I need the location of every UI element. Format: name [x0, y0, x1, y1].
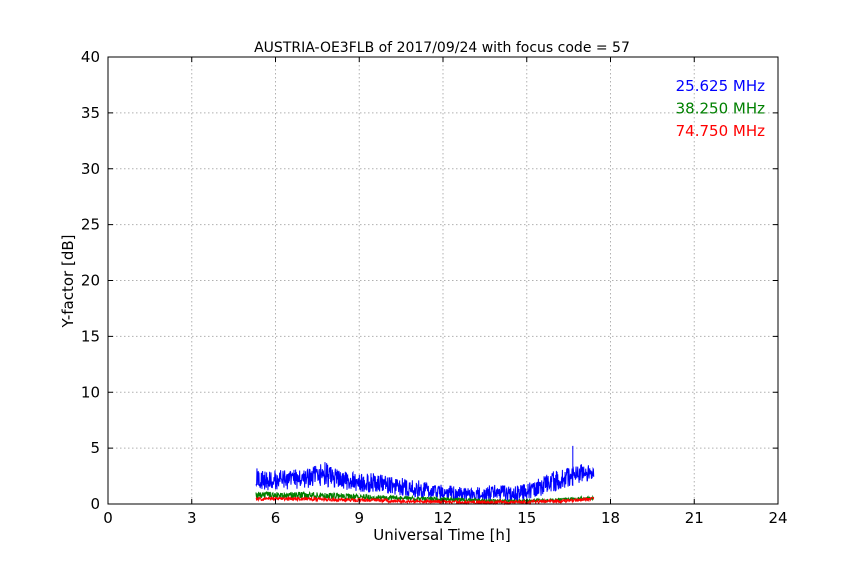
series-line-1: [255, 445, 595, 502]
x-tick-label: 15: [517, 509, 536, 527]
y-tick-label: 40: [81, 48, 100, 66]
legend-entry-1: 25.625 MHz: [676, 77, 765, 95]
y-tick-label: 0: [90, 495, 100, 513]
axis-ticks: 0 3 6 9 12 15 18 21 24 0 5 10 15 20 25 30 35 40: [81, 48, 788, 527]
y-tick-label: 5: [90, 439, 100, 457]
x-tick-label: 24: [768, 509, 787, 527]
y-tick-label: 15: [81, 327, 100, 345]
grid: [108, 57, 778, 504]
chart-title: AUSTRIA-OE3FLB of 2017/09/24 with focus …: [254, 40, 630, 56]
x-tick-label: 12: [433, 509, 452, 527]
y-tick-label: 35: [81, 104, 100, 122]
series-line-3: [255, 495, 595, 506]
plot-area: [255, 445, 595, 506]
x-tick-label: 21: [685, 509, 704, 527]
legend-entry-3: 74.750 MHz: [676, 122, 765, 140]
y-axis-label: Y-factor [dB]: [59, 234, 77, 328]
y-tick-label: 25: [81, 216, 100, 234]
y-tick-label: 30: [81, 160, 100, 178]
x-tick-label: 0: [103, 509, 113, 527]
legend-entry-2: 38.250 MHz: [676, 100, 765, 118]
x-axis-label: Universal Time [h]: [373, 526, 511, 544]
x-tick-label: 18: [601, 509, 620, 527]
legend: 25.625 MHz 38.250 MHz 74.750 MHz: [676, 77, 765, 140]
x-tick-label: 9: [354, 509, 364, 527]
x-tick-label: 3: [187, 509, 197, 527]
x-tick-label: 6: [271, 509, 281, 527]
y-tick-label: 20: [81, 272, 100, 290]
y-tick-label: 10: [81, 383, 100, 401]
